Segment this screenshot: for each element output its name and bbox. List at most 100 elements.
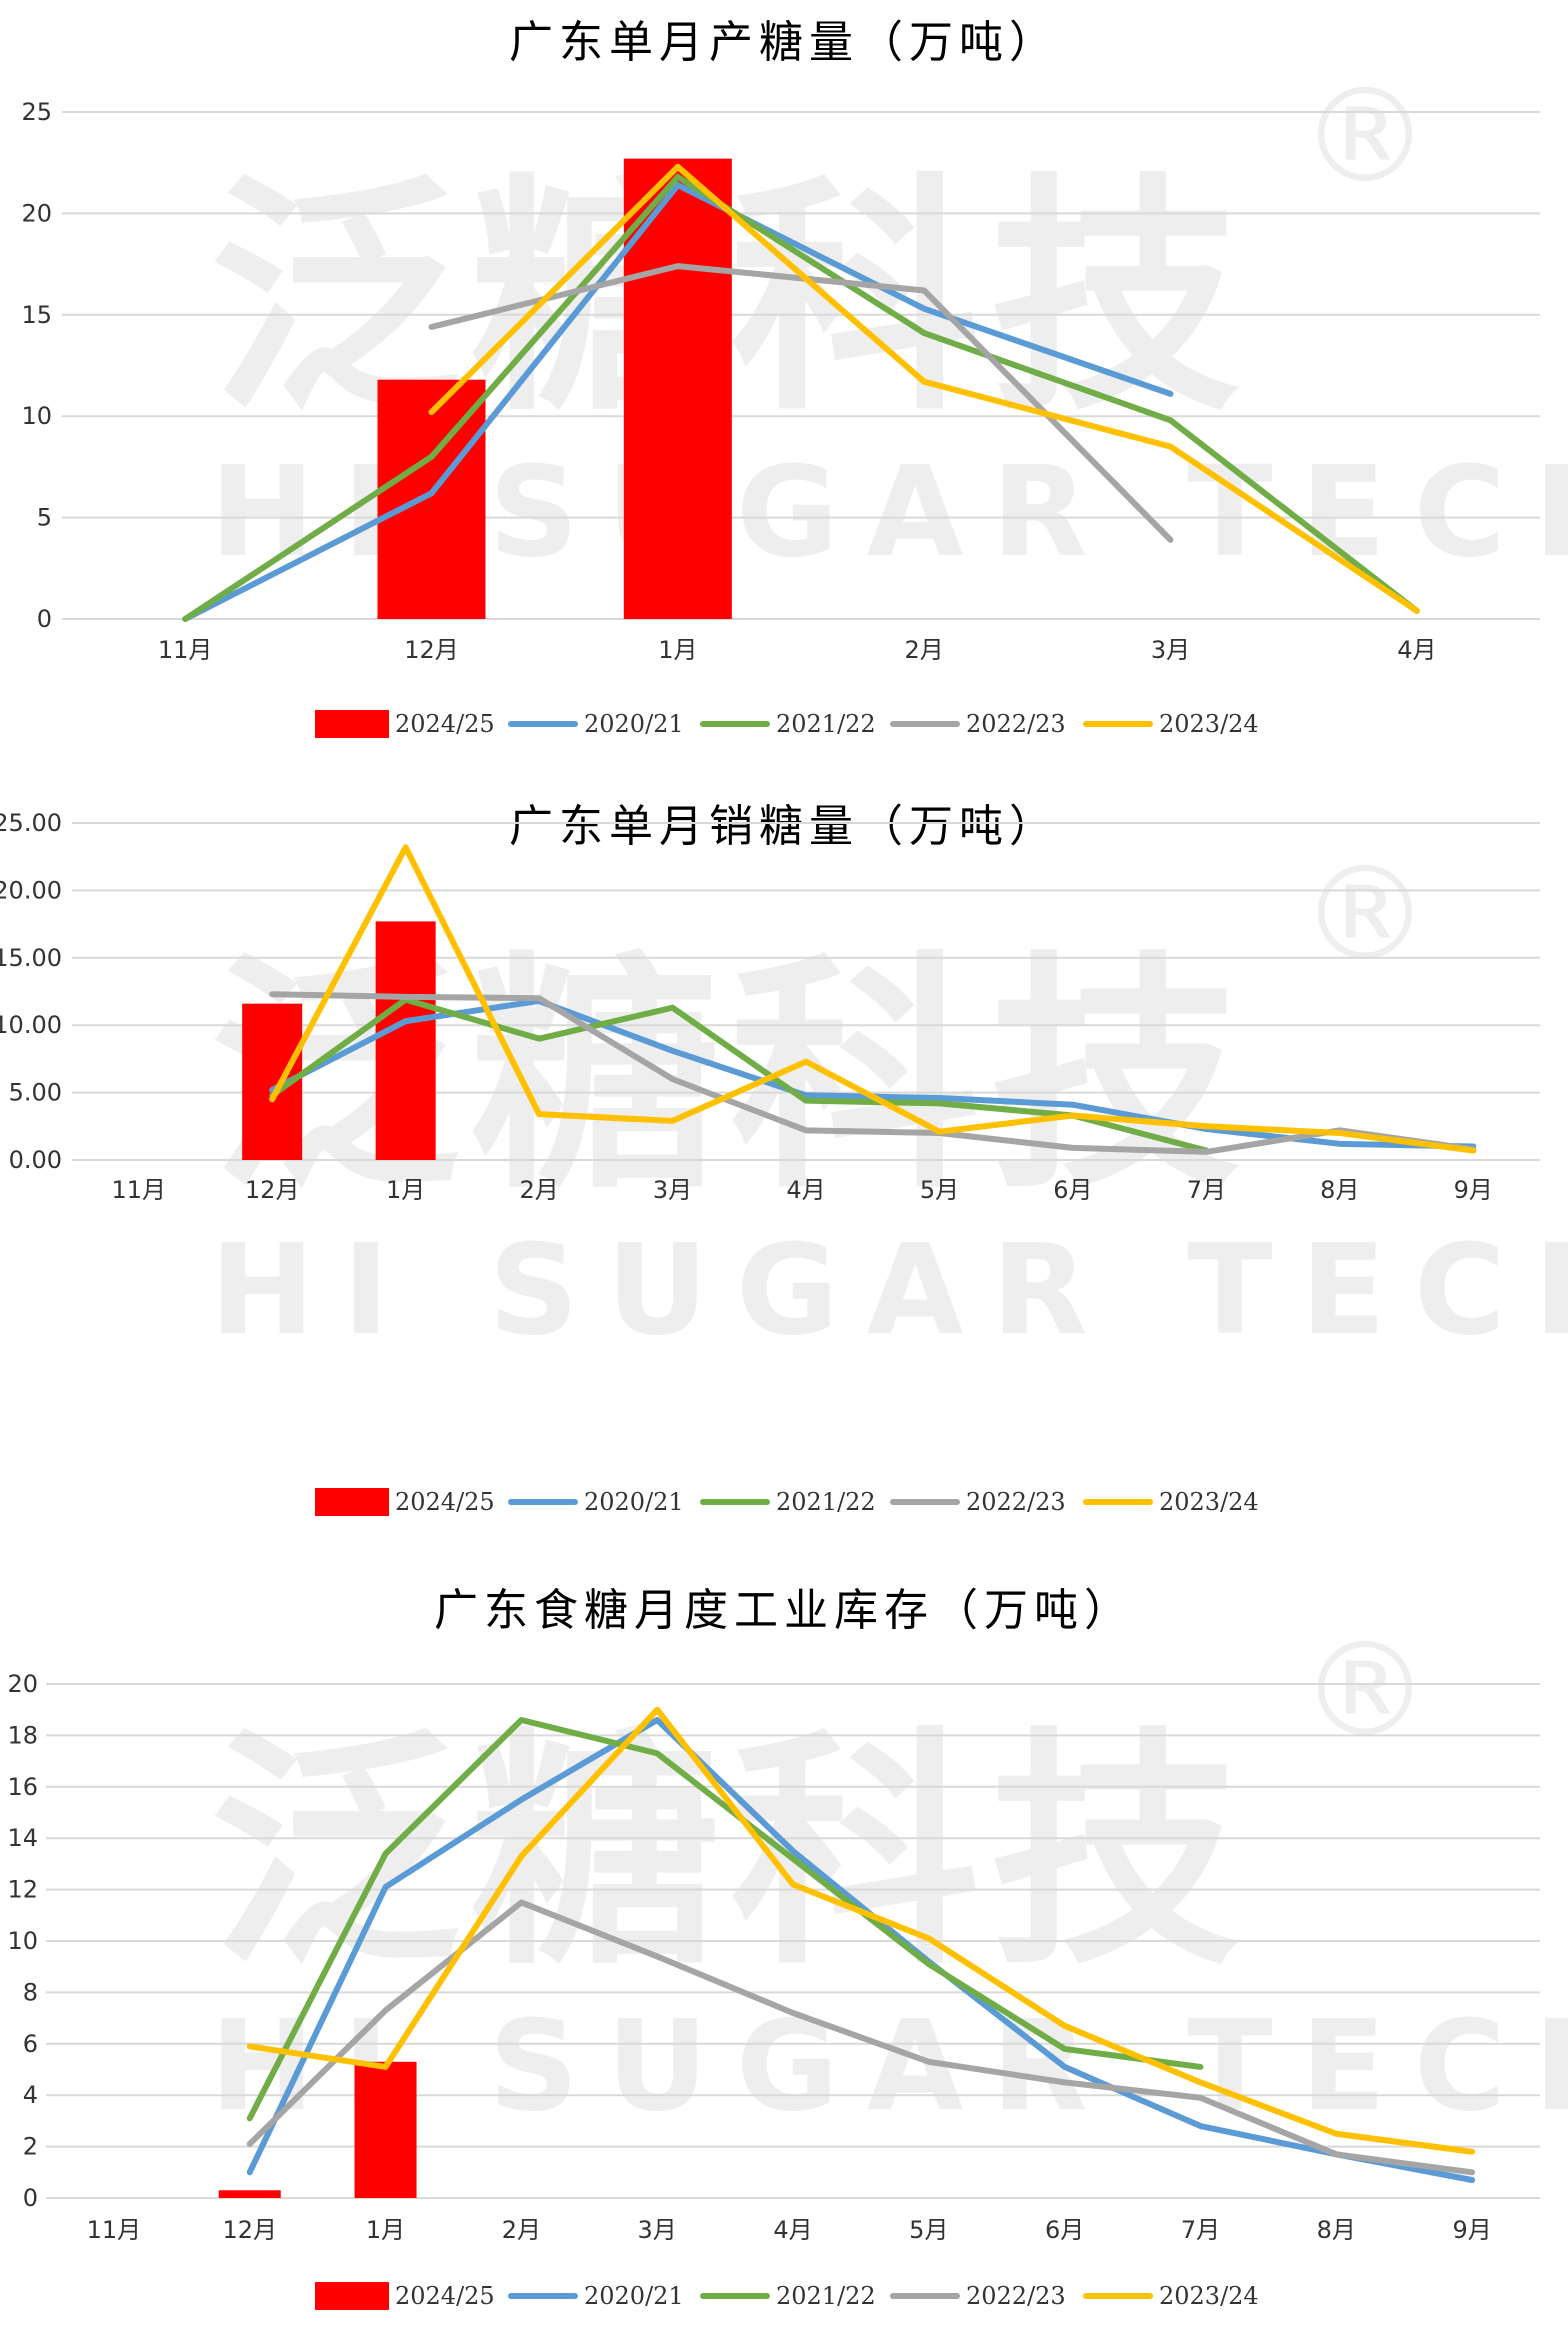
legend-swatch bbox=[508, 2293, 578, 2299]
x-tick-label: 11月 bbox=[87, 2216, 142, 2244]
series-line bbox=[269, 996, 1210, 1154]
x-tick-label: 7月 bbox=[1187, 1176, 1226, 1204]
y-tick-label: 10 bbox=[7, 1927, 38, 1955]
bar bbox=[375, 921, 436, 1160]
y-tick-label: 25 bbox=[21, 98, 52, 126]
legend-item: 2024/25 bbox=[315, 1482, 495, 1522]
y-tick-label: 20 bbox=[21, 199, 52, 227]
series-line bbox=[182, 173, 1420, 622]
chart-plot-inventory: 0 2 4 6 8 10 12 14 16 18 20 11月 12月 1月 2月 3月 4月 5月 6月 7月 8月 9… bbox=[7, 1670, 1540, 2244]
y-tick-label: 20.00 bbox=[0, 876, 62, 904]
chart-plot-production: 0 5 10 15 20 25 11月 12月 1月 2月 3月 4月 bbox=[21, 98, 1540, 664]
legend-swatch bbox=[1083, 1499, 1153, 1505]
legend-swatch bbox=[890, 2293, 960, 2299]
series-line bbox=[246, 1716, 1204, 2122]
y-tick-label: 25.00 bbox=[0, 809, 62, 837]
y-tick-label: 14 bbox=[7, 1824, 38, 1852]
x-tick-label: 12月 bbox=[245, 1176, 300, 1204]
x-tick-label: 11月 bbox=[158, 636, 213, 664]
x-tick-label: 5月 bbox=[920, 1176, 959, 1204]
x-tick-label: 3月 bbox=[653, 1176, 692, 1204]
legend-item: 2023/24 bbox=[1083, 2276, 1259, 2316]
legend-swatch bbox=[700, 2293, 770, 2299]
x-tick-label: 2月 bbox=[905, 636, 944, 664]
y-tick-label: 20 bbox=[7, 1670, 38, 1698]
legend-swatch bbox=[315, 2282, 389, 2310]
y-tick-label: 0.00 bbox=[9, 1146, 62, 1174]
x-tick-label: 9月 bbox=[1452, 2216, 1491, 2244]
legend-item: 2024/25 bbox=[315, 704, 495, 744]
legend-label: 2024/25 bbox=[395, 2282, 495, 2310]
legend-label: 2020/21 bbox=[584, 1488, 684, 1516]
x-tick-label: 3月 bbox=[1151, 636, 1190, 664]
legend-item: 2022/23 bbox=[890, 2276, 1066, 2316]
x-tick-label: 1月 bbox=[386, 1176, 425, 1204]
legend-swatch bbox=[508, 1499, 578, 1505]
x-tick-label: 12月 bbox=[404, 636, 459, 664]
y-tick-label: 10.00 bbox=[0, 1011, 62, 1039]
series-line bbox=[246, 1716, 1476, 2184]
y-tick-label: 5 bbox=[37, 504, 52, 532]
legend-item: 2023/24 bbox=[1083, 1482, 1259, 1522]
series-line bbox=[182, 182, 1174, 622]
x-tick-label: 2月 bbox=[502, 2216, 541, 2244]
bar bbox=[354, 2061, 417, 2198]
legend-label: 2022/23 bbox=[966, 710, 1066, 738]
series-line bbox=[269, 997, 1477, 1150]
legend-swatch bbox=[700, 1499, 770, 1505]
chart-panel-production: 泛糖科技 HI SUGAR TECH ® 广东单月产糖量（万吨） 0510152… bbox=[0, 0, 1568, 775]
legend-item: 2021/22 bbox=[700, 2276, 876, 2316]
legend-label: 2023/24 bbox=[1159, 710, 1259, 738]
y-tick-label: 0 bbox=[23, 2184, 38, 2212]
x-tick-label: 12月 bbox=[222, 2216, 277, 2244]
legend-item: 2020/21 bbox=[508, 704, 684, 744]
series-line bbox=[428, 263, 1174, 543]
y-tick-label: 6 bbox=[23, 2030, 38, 2058]
y-tick-label: 15.00 bbox=[0, 944, 62, 972]
legend-swatch bbox=[315, 710, 389, 738]
y-tick-label: 0 bbox=[37, 605, 52, 633]
legend-label: 2021/22 bbox=[776, 2282, 876, 2310]
x-tick-label: 8月 bbox=[1320, 1176, 1359, 1204]
chart-title: 广东食糖月度工业库存（万吨） bbox=[434, 1585, 1134, 1636]
series-line bbox=[246, 1706, 1476, 2155]
legend-swatch bbox=[700, 721, 770, 727]
legend-item: 2023/24 bbox=[1083, 704, 1259, 744]
bar bbox=[623, 158, 732, 620]
legend-label: 2022/23 bbox=[966, 2282, 1066, 2310]
legend-item: 2022/23 bbox=[890, 704, 1066, 744]
x-tick-label: 1月 bbox=[366, 2216, 405, 2244]
legend-label: 2022/23 bbox=[966, 1488, 1066, 1516]
y-tick-label: 10 bbox=[21, 402, 52, 430]
chart-title: 广东单月销糖量（万吨） bbox=[509, 801, 1059, 852]
legend-label: 2020/21 bbox=[584, 710, 684, 738]
legend-label: 2023/24 bbox=[1159, 1488, 1259, 1516]
chart-title: 广东单月产糖量（万吨） bbox=[509, 17, 1059, 68]
series-line bbox=[246, 1899, 1476, 2176]
y-tick-label: 16 bbox=[7, 1773, 38, 1801]
legend-swatch bbox=[508, 721, 578, 727]
legend-swatch bbox=[315, 1488, 389, 1516]
x-tick-label: 1月 bbox=[658, 636, 697, 664]
chart-legend: 2024/25 2020/21 2021/22 2022/23 2023/24 bbox=[0, 704, 1568, 744]
series-line bbox=[269, 844, 1477, 1154]
x-tick-label: 4月 bbox=[786, 1176, 825, 1204]
chart-legend: 2024/25 2020/21 2021/22 2022/23 2023/24 bbox=[0, 1482, 1568, 1522]
y-tick-label: 18 bbox=[7, 1721, 38, 1749]
legend-swatch bbox=[1083, 2293, 1153, 2299]
chart-panel-sales: 泛糖科技 HI SUGAR TECH ® 广东单月销糖量（万吨） 0.00 5.0… bbox=[0, 778, 1568, 1550]
legend-item: 2021/22 bbox=[700, 1482, 876, 1522]
legend-label: 2024/25 bbox=[395, 710, 495, 738]
y-tick-label: 12 bbox=[7, 1876, 38, 1904]
x-tick-label: 11月 bbox=[111, 1176, 166, 1204]
chart-legend: 2024/25 2020/21 2021/22 2022/23 2023/24 bbox=[0, 2276, 1568, 2316]
legend-item: 2022/23 bbox=[890, 1482, 1066, 1522]
legend-swatch bbox=[890, 721, 960, 727]
x-tick-label: 6月 bbox=[1045, 2216, 1084, 2244]
x-tick-label: 3月 bbox=[638, 2216, 677, 2244]
legend-swatch bbox=[890, 1499, 960, 1505]
y-tick-label: 5.00 bbox=[9, 1079, 62, 1107]
legend-item: 2021/22 bbox=[700, 704, 876, 744]
series-line bbox=[269, 991, 1477, 1155]
